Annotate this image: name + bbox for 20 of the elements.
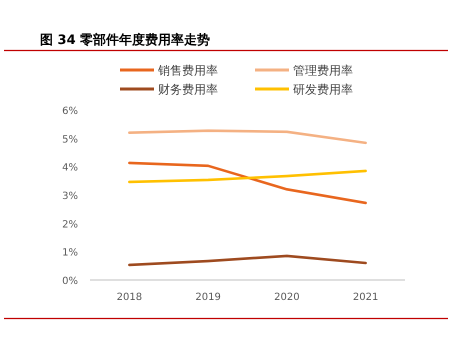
y-tick-label: 1%: [62, 248, 78, 259]
x-tick-label: 2019: [195, 292, 221, 303]
y-tick-label: 4%: [62, 162, 78, 174]
y-tick-label: 5%: [62, 134, 78, 146]
y-tick-label: 0%: [62, 276, 78, 287]
x-tick-label: 2021: [352, 292, 378, 303]
y-tick-label: 2%: [62, 219, 78, 230]
line-series: [128, 129, 367, 144]
legend-label: 财务费用率: [158, 82, 218, 96]
x-tick-label: 2020: [274, 292, 300, 303]
legend-label: 管理费用率: [293, 64, 353, 78]
x-tick-label: 2018: [116, 292, 142, 303]
legend-label: 销售费用率: [157, 64, 218, 78]
y-tick-label: 6%: [62, 106, 78, 117]
line-series: [128, 254, 367, 266]
line-series: [128, 162, 367, 204]
chart-title: 图 34 零部件年度费用率走势: [40, 32, 210, 48]
y-tick-label: 3%: [62, 191, 78, 202]
legend-label: 研发费用率: [293, 82, 353, 96]
line-series: [128, 170, 367, 184]
